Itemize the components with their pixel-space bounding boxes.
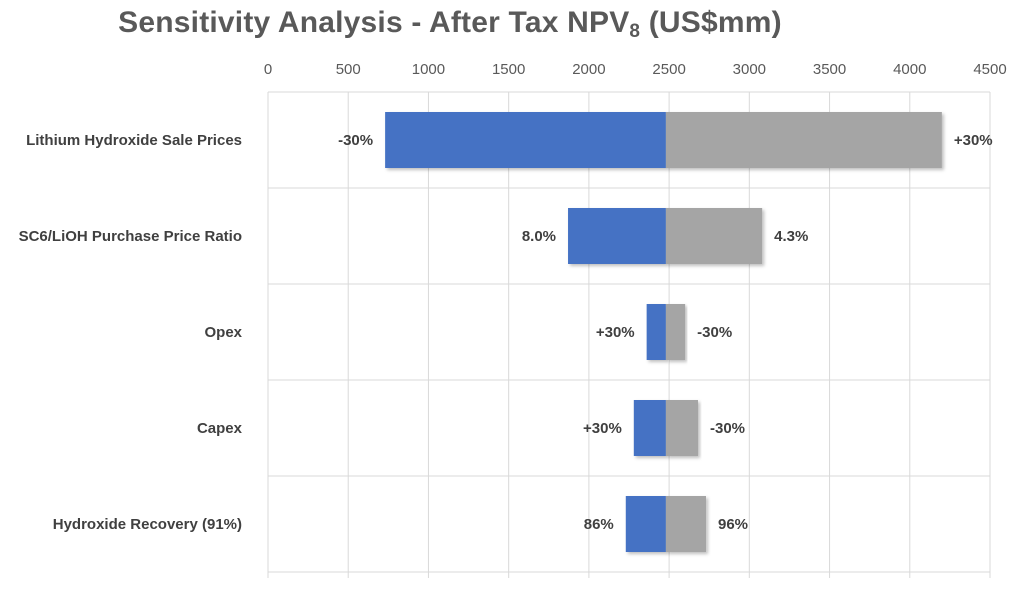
bar-high [665,400,698,456]
chart-title: Sensitivity Analysis - After Tax NPV8 (U… [0,6,900,43]
data-label-low: +30% [596,324,635,341]
bar-low [625,496,666,552]
category-label: Opex [204,324,242,341]
chart-title-suffix: (US$mm) [640,6,782,39]
chart-title-main: Sensitivity Analysis - After Tax NPV [118,6,630,39]
x-tick-label: 4000 [893,61,926,78]
data-label-low: 86% [584,516,614,533]
bar-low [568,208,666,264]
x-tick-label: 3000 [733,61,766,78]
data-label-high: +30% [954,132,993,149]
bar-high [665,496,707,552]
bar-high [665,304,686,360]
x-tick-label: 2000 [572,61,605,78]
x-tick-label: 2500 [652,61,685,78]
x-tick-label: 1000 [412,61,445,78]
bar-low [646,304,666,360]
x-tick-label: 3500 [813,61,846,78]
data-label-low: 8.0% [522,228,556,245]
data-label-high: 4.3% [774,228,808,245]
category-label: SC6/LiOH Purchase Price Ratio [19,228,242,245]
data-label-low: +30% [583,420,622,437]
category-label: Hydroxide Recovery (91%) [53,516,242,533]
data-label-high: -30% [710,420,745,437]
bar-high [665,112,942,168]
x-tick-label: 0 [264,61,272,78]
category-label: Capex [197,420,243,437]
bar-low [385,112,666,168]
data-label-high: -30% [697,324,732,341]
x-tick-label: 4500 [973,61,1006,78]
bar-low [633,400,666,456]
data-label-low: -30% [338,132,373,149]
data-label-high: 96% [718,516,748,533]
x-tick-label: 1500 [492,61,525,78]
category-label: Lithium Hydroxide Sale Prices [26,132,242,149]
bar-high [665,208,763,264]
x-tick-label: 500 [336,61,361,78]
chart-title-subscript: 8 [629,21,641,42]
